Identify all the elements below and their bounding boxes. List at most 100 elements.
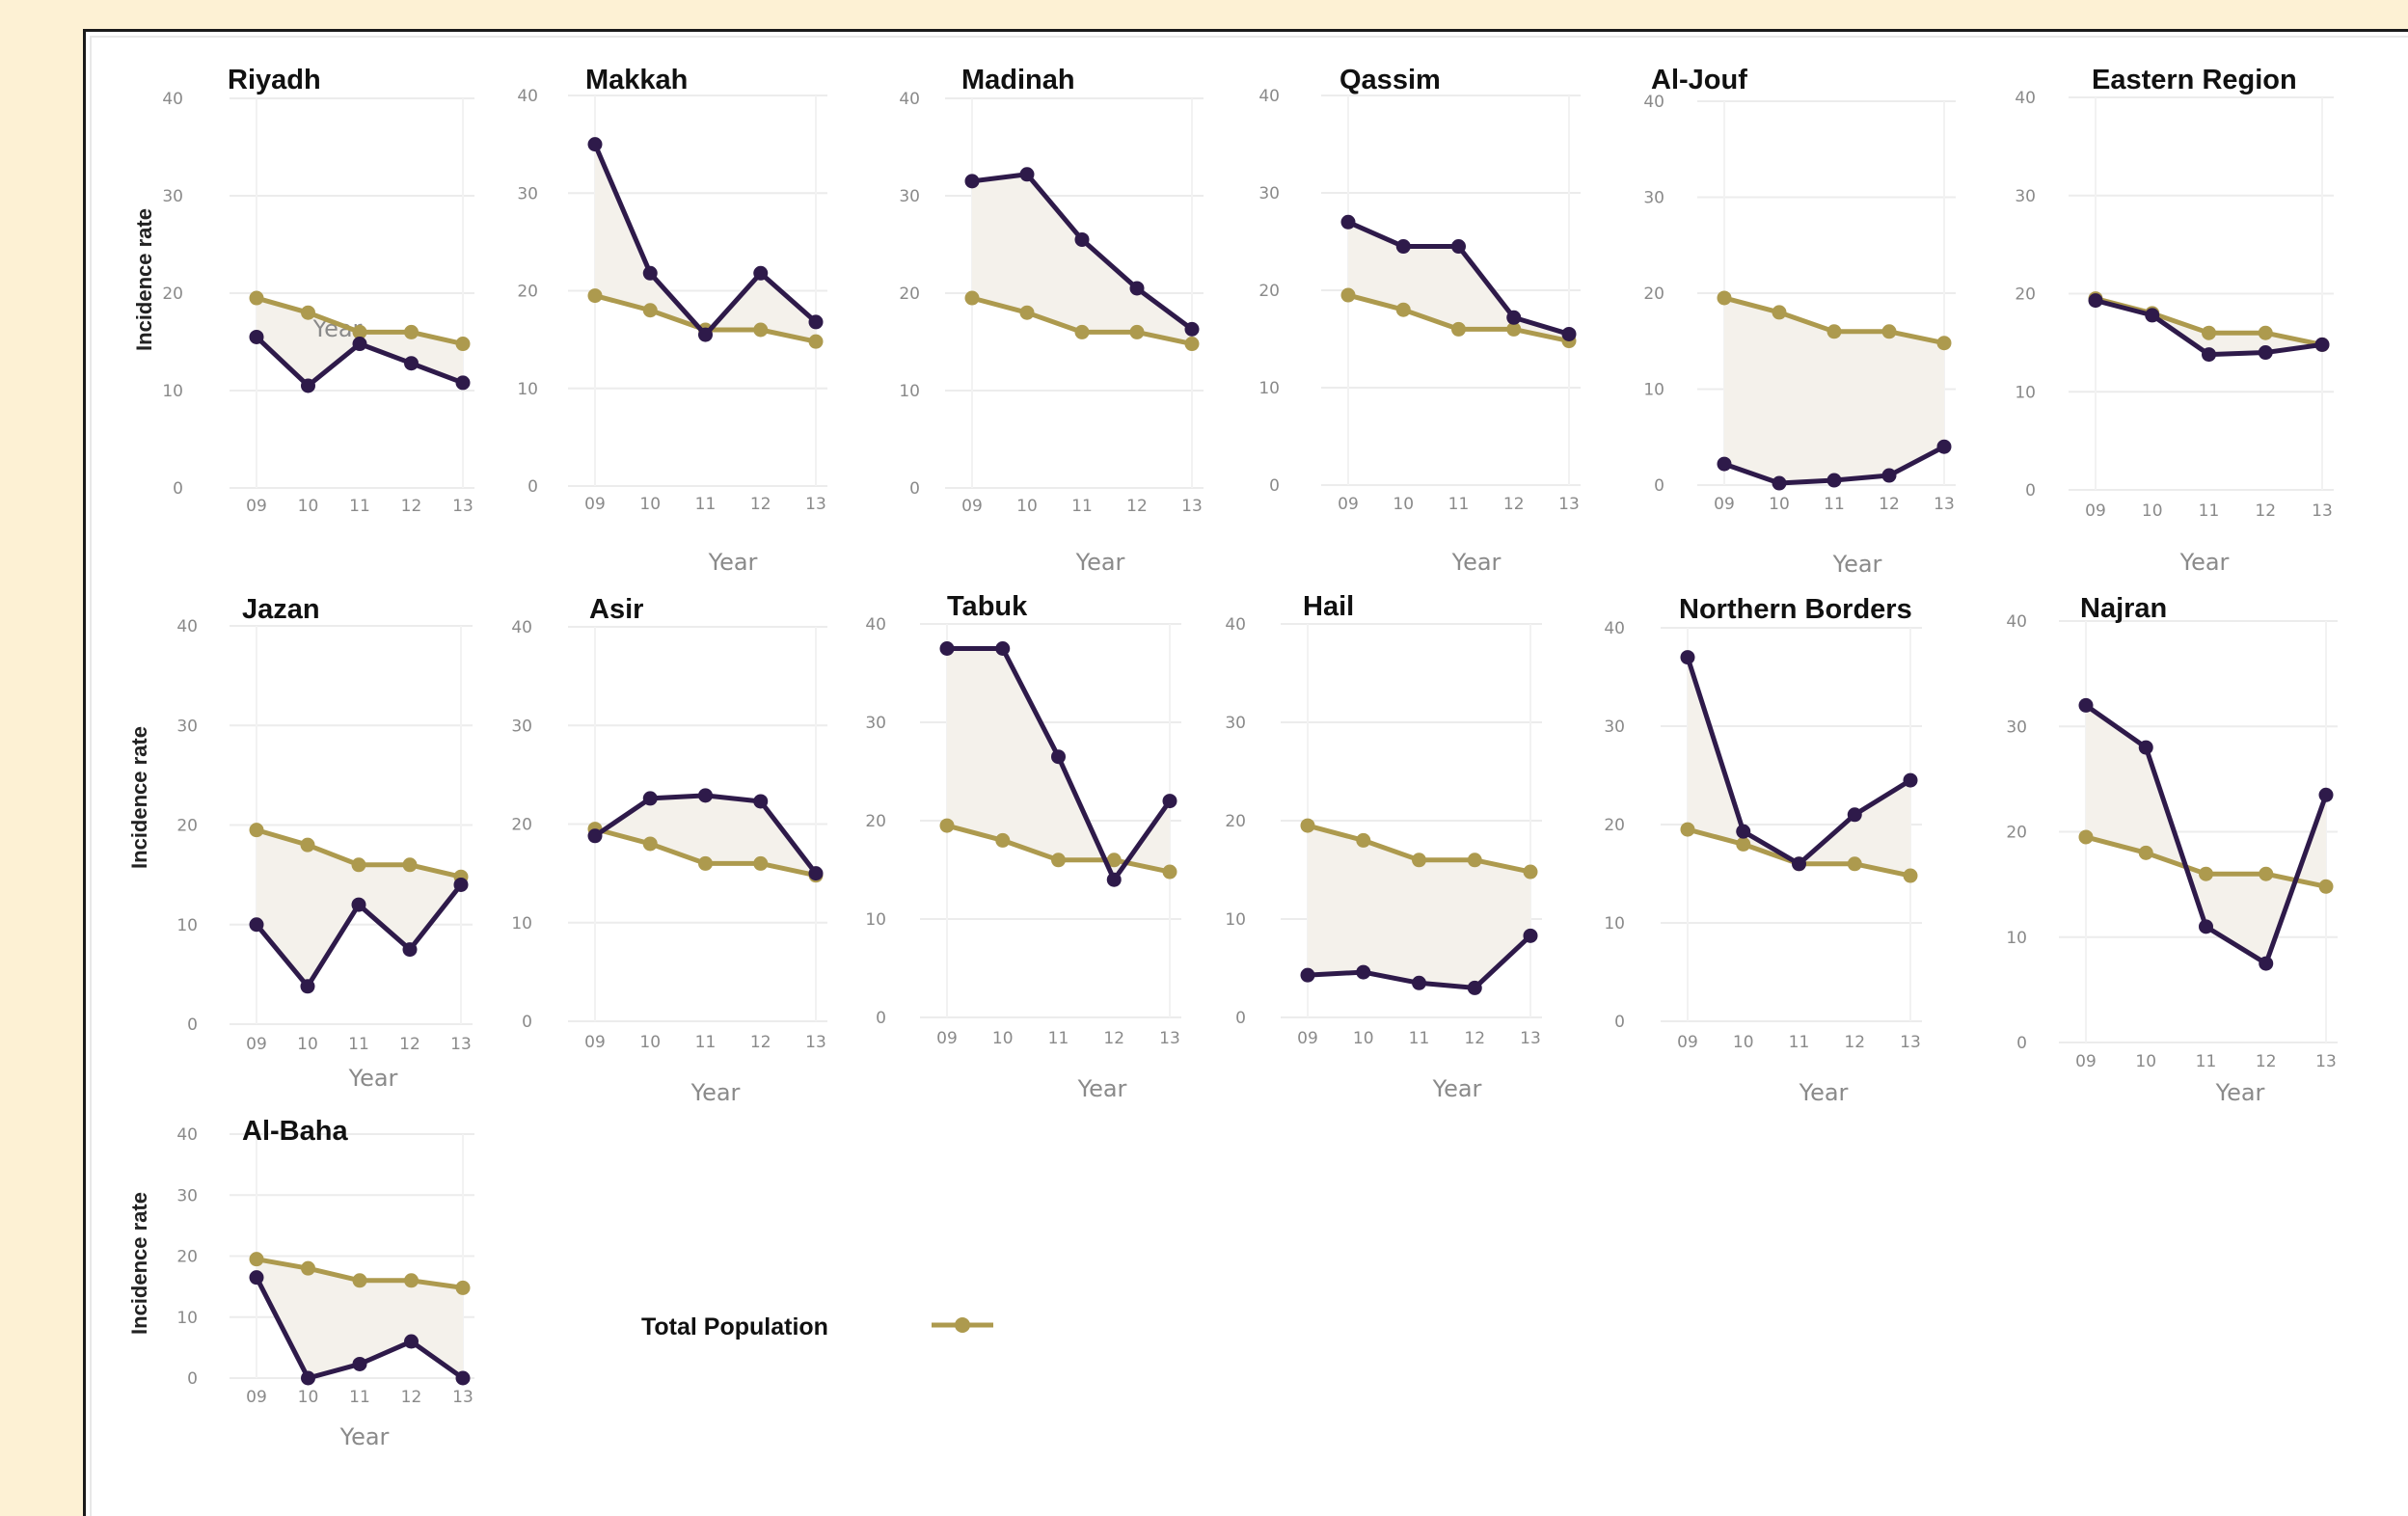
makkah-xtick: 13 <box>805 495 826 514</box>
madinah-total-point <box>1074 324 1090 339</box>
al-jouf-xtick: 13 <box>1934 495 1955 514</box>
riyadh-ytick: 0 <box>173 479 183 499</box>
eastern-region-region-point <box>2145 308 2160 323</box>
qassim-xtick: 09 <box>1338 495 1359 514</box>
makkah-xtick: 09 <box>584 495 606 514</box>
al-jouf-ytick: 30 <box>1643 189 1664 208</box>
eastern-region-region-point <box>2202 347 2216 363</box>
asir-region-point <box>698 788 713 803</box>
makkah-xtick: 11 <box>695 495 717 514</box>
tabuk-region-point <box>939 641 955 656</box>
asir-ytick: 10 <box>511 914 532 934</box>
najran-xtick: 10 <box>2135 1052 2156 1071</box>
row-1-ylabel: Incidence rate <box>132 208 156 351</box>
tabuk-region-point <box>1162 794 1177 809</box>
al-baha-region-point <box>249 1270 264 1286</box>
eastern-region-region-point <box>2258 345 2273 361</box>
makkah-ytick: 10 <box>517 380 538 399</box>
figure-panel <box>83 29 2408 1516</box>
al-baha-difference-band <box>257 1259 463 1378</box>
madinah-xtick: 12 <box>1126 497 1148 516</box>
makkah-region-point <box>642 265 658 281</box>
makkah-title: Makkah <box>585 65 688 95</box>
al-jouf-xtick: 10 <box>1769 495 1790 514</box>
riyadh-total-point <box>352 324 367 339</box>
al-baha-total-point <box>455 1280 471 1295</box>
row-2-ylabel: Incidence rate <box>127 726 151 869</box>
hail-total-point <box>1412 853 1426 868</box>
al-jouf-region-point <box>1881 468 1897 483</box>
hail-ytick: 0 <box>1235 1009 1246 1028</box>
hail-xtick: 13 <box>1520 1029 1541 1048</box>
al-baha-ytick: 40 <box>176 1125 198 1145</box>
hail-total-point <box>1300 818 1315 833</box>
asir-region-point <box>587 828 603 844</box>
makkah-ytick: 0 <box>528 477 538 497</box>
makkah-ytick: 40 <box>517 87 538 106</box>
al-baha-total-point <box>404 1273 419 1288</box>
al-jouf-xtick: 11 <box>1824 495 1845 514</box>
riyadh-region-point <box>249 329 264 344</box>
jazan-total-point <box>351 857 366 873</box>
madinah-title: Madinah <box>961 65 1075 95</box>
eastern-region-xtick: 09 <box>2085 501 2106 521</box>
madinah-ytick: 40 <box>899 90 920 109</box>
al-jouf-ytick: 10 <box>1643 381 1664 400</box>
al-baha-ytick: 20 <box>176 1248 198 1267</box>
riyadh-region-point <box>352 337 367 352</box>
al-baha-xtick: 10 <box>298 1388 319 1407</box>
eastern-region-difference-band <box>2096 298 2322 355</box>
madinah-ytick: 20 <box>899 284 920 304</box>
madinah-total-point <box>1019 305 1035 320</box>
northern-borders-total-point <box>1847 856 1862 872</box>
hail-ytick: 30 <box>1225 714 1246 733</box>
qassim-xtick: 12 <box>1503 495 1525 514</box>
jazan-region-point <box>453 877 469 892</box>
najran-title: Najran <box>2080 593 2167 624</box>
eastern-region-title: Eastern Region <box>2092 65 2297 95</box>
madinah-ytick: 0 <box>909 479 920 499</box>
hail-total-point <box>1356 832 1371 848</box>
jazan-xtick: 10 <box>297 1035 318 1054</box>
jazan-xtick: 12 <box>399 1035 420 1054</box>
al-baha-region-point <box>301 1370 315 1386</box>
eastern-region-ytick: 30 <box>2015 187 2036 206</box>
jazan-region-point <box>351 897 366 912</box>
al-jouf-ytick: 20 <box>1643 284 1664 304</box>
hail-ytick: 40 <box>1225 615 1246 635</box>
qassim-xlabel: Year <box>1451 549 1502 576</box>
al-jouf-total-point <box>1881 324 1897 339</box>
eastern-region-ytick: 20 <box>2015 285 2036 305</box>
eastern-region-xtick: 13 <box>2312 501 2333 521</box>
riyadh-total-point <box>301 305 315 320</box>
qassim-region-point <box>1451 239 1466 255</box>
qassim-ytick: 0 <box>1269 476 1280 496</box>
jazan-xtick: 13 <box>450 1035 472 1054</box>
tabuk-xtick: 10 <box>992 1029 1014 1048</box>
najran-xtick: 12 <box>2256 1052 2277 1071</box>
legend-marker <box>955 1317 970 1333</box>
legend-label: Total Population <box>641 1313 828 1340</box>
jazan-region-point <box>402 942 418 958</box>
madinah-region-point <box>1129 281 1145 296</box>
asir-total-point <box>642 836 658 852</box>
qassim-xtick: 11 <box>1448 495 1470 514</box>
asir-ytick: 30 <box>511 717 532 736</box>
al-jouf-region-point <box>1717 456 1732 472</box>
hail-xtick: 12 <box>1464 1029 1485 1048</box>
tabuk-ytick: 40 <box>865 615 886 635</box>
al-baha-xlabel: Year <box>339 1423 390 1450</box>
makkah-region-point <box>587 137 603 152</box>
northern-borders-ytick: 10 <box>1604 914 1625 934</box>
al-jouf-region-point <box>1826 473 1842 488</box>
makkah-ytick: 20 <box>517 283 538 302</box>
riyadh-xtick: 11 <box>349 497 370 516</box>
najran-region-point <box>2138 740 2153 755</box>
eastern-region-xlabel: Year <box>2179 549 2230 576</box>
qassim-total-point <box>1506 321 1522 337</box>
madinah-difference-band <box>972 174 1192 344</box>
riyadh-xtick: 10 <box>298 497 319 516</box>
riyadh-total-point <box>404 324 419 339</box>
northern-borders-title: Northern Borders <box>1679 594 1912 625</box>
qassim-ytick: 40 <box>1258 87 1280 106</box>
